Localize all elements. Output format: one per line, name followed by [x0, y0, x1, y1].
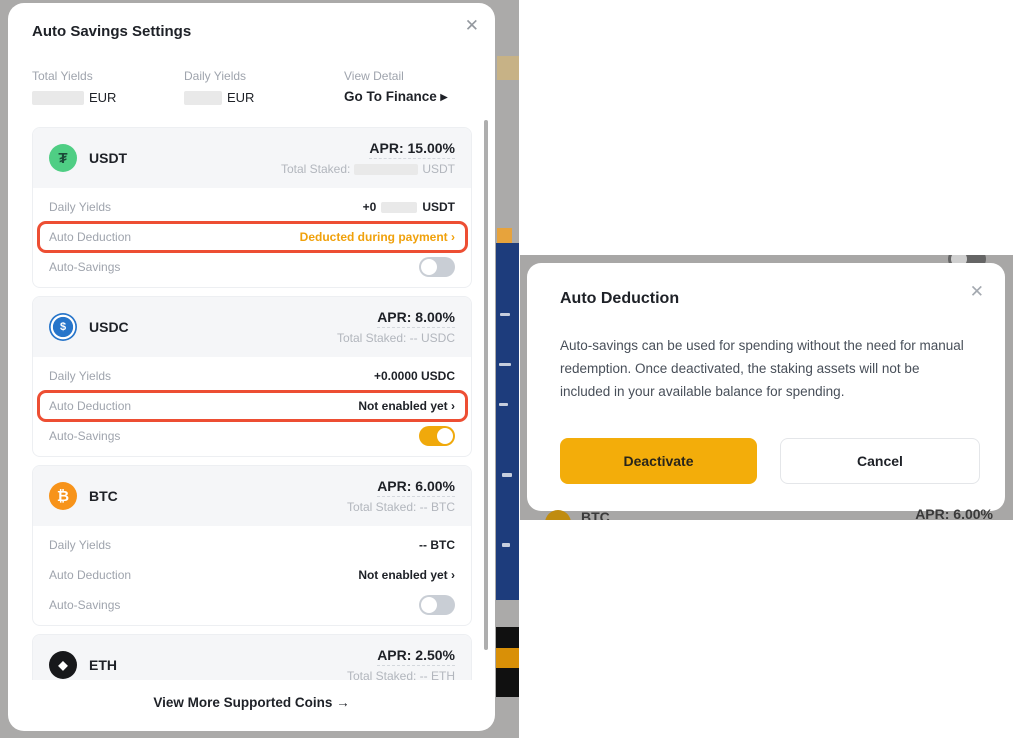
- auto-savings-row: Auto-Savings: [49, 252, 455, 282]
- redacted-value: [354, 163, 419, 175]
- coin-card-btc: ₿ BTC APR: 6.00% Total Staked: -- BTC Da…: [32, 465, 472, 626]
- coin-card-header: ₮ USDT APR: 15.00% Total Staked: USDT: [33, 128, 471, 188]
- redacted-value: [184, 90, 222, 105]
- redacted-value: [381, 201, 418, 213]
- apr-value: APR: 8.00%: [377, 309, 455, 328]
- auto-deduction-link[interactable]: Not enabled yet ›: [358, 568, 455, 582]
- dialog-buttons: Deactivate Cancel: [560, 438, 980, 484]
- auto-savings-settings-capture: Auto Savings Settings ✕ Total Yields EUR…: [0, 0, 519, 738]
- row-label: Auto Deduction: [49, 399, 132, 413]
- total-staked-unit: USDT: [422, 162, 455, 176]
- view-detail-column: View Detail Go To Finance ▸: [344, 69, 447, 105]
- background-fragment: [496, 648, 519, 668]
- background-fragment: [496, 243, 519, 600]
- coin-card-header: ◆ ETH APR: 2.50% Total Staked: -- ETH: [33, 635, 471, 680]
- total-staked-label: Total Staked:: [336, 331, 407, 345]
- apr-value: APR: 15.00%: [369, 140, 455, 159]
- apr-value: APR: 2.50%: [377, 647, 455, 666]
- auto-deduction-link[interactable]: Not enabled yet ›: [358, 399, 455, 413]
- row-label: Daily Yields: [49, 200, 112, 214]
- daily-yields-column: Daily Yields EUR: [184, 69, 336, 105]
- close-icon[interactable]: ✕: [969, 282, 984, 301]
- coin-card-header: $ USDC APR: 8.00% Total Staked: -- USDC: [33, 297, 471, 357]
- daily-yields-row: Daily Yields +0.0000 USDC: [49, 361, 455, 391]
- row-label: Auto-Savings: [49, 260, 121, 274]
- total-staked-label: Total Staked:: [280, 162, 351, 176]
- daily-yields-row: Daily Yields +0 USDT: [49, 192, 455, 222]
- daily-yields-row: Daily Yields -- BTC: [49, 530, 455, 560]
- auto-deduction-dialog: Auto Deduction ✕ Auto-savings can be use…: [527, 263, 1005, 511]
- eth-icon: ◆: [49, 651, 77, 679]
- auto-deduction-link[interactable]: Deducted during payment ›: [299, 230, 455, 244]
- coin-symbol: BTC: [581, 509, 610, 520]
- btc-icon: [545, 510, 571, 520]
- auto-savings-toggle[interactable]: [419, 426, 455, 446]
- coin-symbol: USDC: [89, 319, 129, 335]
- row-label: Auto-Savings: [49, 598, 121, 612]
- modal-title: Auto Savings Settings: [32, 23, 192, 40]
- coin-card-usdc: $ USDC APR: 8.00% Total Staked: -- USDC …: [32, 296, 472, 457]
- auto-savings-toggle[interactable]: [419, 257, 455, 277]
- yields-summary: Total Yields EUR Daily Yields EUR View D…: [32, 69, 472, 105]
- background-fragment: [497, 56, 519, 80]
- auto-deduction-dialog-capture: Auto Deduction ✕ Auto-savings can be use…: [520, 255, 1013, 520]
- auto-savings-row: Auto-Savings: [49, 590, 455, 620]
- row-label: Auto-Savings: [49, 429, 121, 443]
- cancel-button[interactable]: Cancel: [780, 438, 980, 484]
- total-yields-value: EUR: [32, 90, 184, 105]
- btc-icon: ₿: [49, 482, 77, 510]
- apr-value: APR: 6.00%: [377, 478, 455, 497]
- total-staked-label: Total Staked:: [346, 500, 417, 514]
- coin-card-eth: ◆ ETH APR: 2.50% Total Staked: -- ETH: [32, 634, 472, 680]
- row-label: Daily Yields: [49, 538, 112, 552]
- total-staked: Total Staked: -- USDC: [337, 331, 455, 345]
- total-staked-unit: -- BTC: [419, 500, 455, 514]
- apr-value: APR: 6.00%: [915, 506, 993, 520]
- total-staked-unit: -- USDC: [409, 331, 455, 345]
- daily-yields-amount: +0.0000 USDC: [373, 369, 455, 383]
- total-staked-unit: -- ETH: [419, 669, 455, 680]
- total-yields-currency: EUR: [89, 90, 117, 105]
- deactivate-button[interactable]: Deactivate: [560, 438, 757, 484]
- daily-yields-amount: +0 USDT: [362, 200, 455, 214]
- daily-yields-amount: -- BTC: [419, 538, 455, 552]
- dialog-title: Auto Deduction: [560, 290, 680, 307]
- background-fragment: [497, 228, 512, 243]
- auto-savings-row: Auto-Savings: [49, 421, 455, 451]
- daily-yields-value: EUR: [184, 90, 336, 105]
- auto-deduction-row: Auto Deduction Deducted during payment ›: [37, 221, 468, 253]
- row-label: Auto Deduction: [49, 230, 132, 244]
- total-yields-column: Total Yields EUR: [32, 69, 184, 105]
- view-more-coins-link[interactable]: View More Supported Coins →: [153, 695, 350, 710]
- close-icon[interactable]: ✕: [464, 16, 479, 35]
- usdt-icon: ₮: [49, 144, 77, 172]
- total-staked: Total Staked: -- ETH: [347, 669, 455, 680]
- coin-card-usdt: ₮ USDT APR: 15.00% Total Staked: USDT: [32, 127, 472, 288]
- total-staked-label: Total Staked:: [346, 669, 417, 680]
- go-to-finance-link[interactable]: Go To Finance ▸: [344, 89, 448, 104]
- dialog-body-text: Auto-savings can be used for spending wi…: [560, 338, 964, 399]
- usdc-icon: $: [49, 313, 77, 341]
- redacted-value: [32, 90, 84, 105]
- row-label: Daily Yields: [49, 369, 112, 383]
- row-label: Auto Deduction: [49, 568, 132, 582]
- auto-deduction-row: Auto Deduction Not enabled yet ›: [49, 560, 455, 590]
- view-detail-label: View Detail: [344, 69, 404, 83]
- coin-symbol: BTC: [89, 488, 118, 504]
- daily-yields-label: Daily Yields: [184, 69, 247, 83]
- scrollbar-thumb[interactable]: [484, 120, 488, 650]
- coin-symbol: USDT: [89, 150, 128, 166]
- total-staked: Total Staked: -- BTC: [347, 500, 455, 514]
- daily-yields-currency: EUR: [227, 90, 255, 105]
- coin-symbol: ETH: [89, 657, 117, 673]
- total-yields-label: Total Yields: [32, 69, 93, 83]
- coin-card-header: ₿ BTC APR: 6.00% Total Staked: -- BTC: [33, 466, 471, 526]
- dimmed-background-row: BTC APR: 6.00%: [520, 505, 1005, 520]
- auto-savings-toggle[interactable]: [419, 595, 455, 615]
- auto-deduction-row: Auto Deduction Not enabled yet ›: [37, 390, 468, 422]
- total-staked: Total Staked: USDT: [281, 162, 455, 176]
- coin-list: ₮ USDT APR: 15.00% Total Staked: USDT: [32, 117, 472, 680]
- auto-savings-settings-modal: Auto Savings Settings ✕ Total Yields EUR…: [8, 3, 495, 731]
